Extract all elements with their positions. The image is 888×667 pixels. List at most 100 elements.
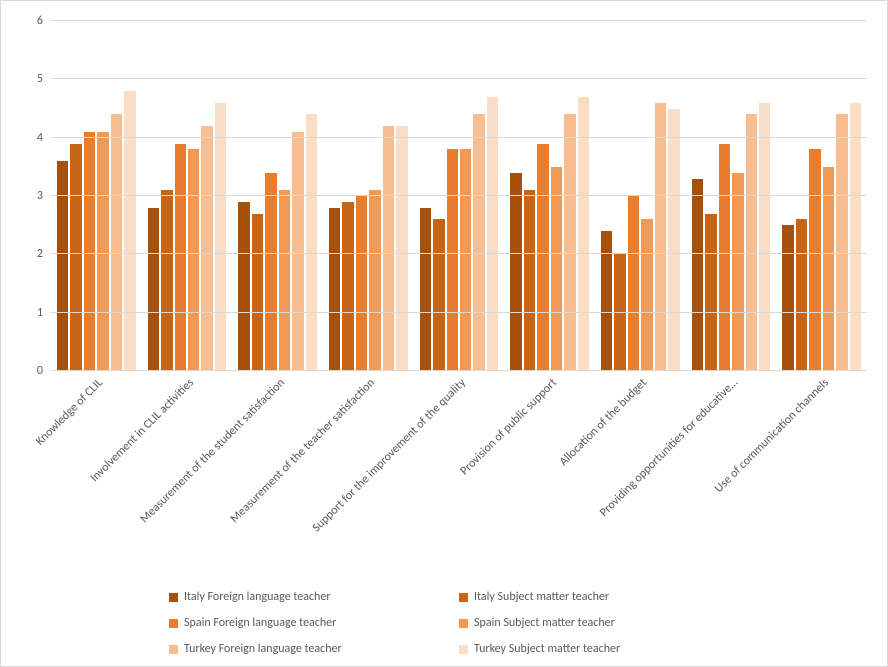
x-label-slot: Measurement of the teacher satisfaction	[323, 376, 414, 546]
bar	[161, 190, 172, 371]
bar	[188, 149, 199, 371]
bar	[84, 132, 95, 371]
x-label-slot: Support for the improvement of the quali…	[414, 376, 505, 546]
bar	[487, 97, 498, 371]
legend-swatch	[459, 619, 468, 628]
bar	[97, 132, 108, 371]
legend-item: Spain Subject matter teacher	[459, 616, 719, 630]
bar	[420, 208, 431, 371]
legend-swatch	[169, 645, 178, 654]
category-group	[414, 21, 505, 371]
bar	[705, 214, 716, 372]
legend-label: Spain Foreign language teacher	[184, 616, 336, 630]
bar	[836, 114, 847, 371]
bar	[668, 109, 679, 372]
legend-label: Turkey Subject matter teacher	[474, 642, 620, 656]
y-tick-label: 0	[37, 364, 43, 378]
legend-item: Italy Subject matter teacher	[459, 590, 719, 604]
bar	[641, 219, 652, 371]
y-tick-label: 1	[37, 306, 43, 320]
bar	[850, 103, 861, 371]
bar	[537, 144, 548, 372]
x-label-slot: Measurement of the student satisfaction	[232, 376, 323, 546]
x-label-slot: Providing opportunities for educative…	[686, 376, 777, 546]
category-group	[323, 21, 414, 371]
legend-swatch	[169, 593, 178, 602]
gridline: 4	[51, 137, 867, 138]
category-group	[686, 21, 777, 371]
legend-label: Italy Subject matter teacher	[474, 590, 609, 604]
bar	[383, 126, 394, 371]
bars-wrap	[51, 21, 867, 371]
category-group	[504, 21, 595, 371]
gridline: 5	[51, 78, 867, 79]
category-group	[232, 21, 323, 371]
bar	[564, 114, 575, 371]
bar	[524, 190, 535, 371]
gridline: 3	[51, 195, 867, 196]
bar	[473, 114, 484, 371]
bar	[578, 97, 589, 371]
bar	[460, 149, 471, 371]
bar	[809, 149, 820, 371]
y-tick-label: 5	[37, 72, 43, 86]
gridline: 1	[51, 312, 867, 313]
bar	[70, 144, 81, 372]
legend-label: Spain Subject matter teacher	[474, 616, 615, 630]
bar	[447, 149, 458, 371]
bar	[719, 144, 730, 372]
gridline: 2	[51, 253, 867, 254]
bar	[306, 114, 317, 371]
bar	[252, 214, 263, 372]
legend-item: Spain Foreign language teacher	[169, 616, 429, 630]
plot-area: 0123456	[51, 21, 867, 371]
legend-item: Turkey Subject matter teacher	[459, 642, 719, 656]
bar	[396, 126, 407, 371]
x-label-slot: Knowledge of CLIL	[51, 376, 142, 546]
bar	[433, 219, 444, 371]
bar	[292, 132, 303, 371]
bar	[279, 190, 290, 371]
bar	[746, 114, 757, 371]
bar	[265, 173, 276, 371]
category-group	[51, 21, 142, 371]
x-axis-labels: Knowledge of CLILInvolvement in CLIL act…	[51, 376, 867, 546]
x-tick-label: Knowledge of CLIL	[34, 376, 107, 449]
bar	[111, 114, 122, 371]
x-label-slot: Use of communication channels	[776, 376, 867, 546]
y-tick-label: 4	[37, 131, 43, 145]
bar	[329, 208, 340, 371]
bar	[201, 126, 212, 371]
category-group	[776, 21, 867, 371]
x-label-slot: Involvement in CLIL activities	[142, 376, 233, 546]
bar	[57, 161, 68, 371]
legend-swatch	[459, 593, 468, 602]
bar	[796, 219, 807, 371]
bar	[342, 202, 353, 371]
bar	[782, 225, 793, 371]
legend-label: Turkey Foreign language teacher	[184, 642, 342, 656]
bar	[759, 103, 770, 371]
legend-item: Italy Foreign language teacher	[169, 590, 429, 604]
legend-swatch	[459, 645, 468, 654]
x-label-slot: Allocation of the budget	[595, 376, 686, 546]
bar	[551, 167, 562, 371]
chart-container: 0123456 Knowledge of CLILInvolvement in …	[0, 0, 888, 667]
bar	[692, 179, 703, 372]
y-tick-label: 3	[37, 189, 43, 203]
x-label-slot: Provision of public support	[504, 376, 595, 546]
bar	[510, 173, 521, 371]
legend-item: Turkey Foreign language teacher	[169, 642, 429, 656]
gridline: 0	[51, 370, 867, 371]
bar	[175, 144, 186, 372]
y-tick-label: 2	[37, 247, 43, 261]
bar	[238, 202, 249, 371]
category-group	[595, 21, 686, 371]
bar	[655, 103, 666, 371]
bar	[614, 254, 625, 371]
bar	[823, 167, 834, 371]
legend-swatch	[169, 619, 178, 628]
bar	[124, 91, 135, 371]
bar	[628, 196, 639, 371]
bar	[369, 190, 380, 371]
